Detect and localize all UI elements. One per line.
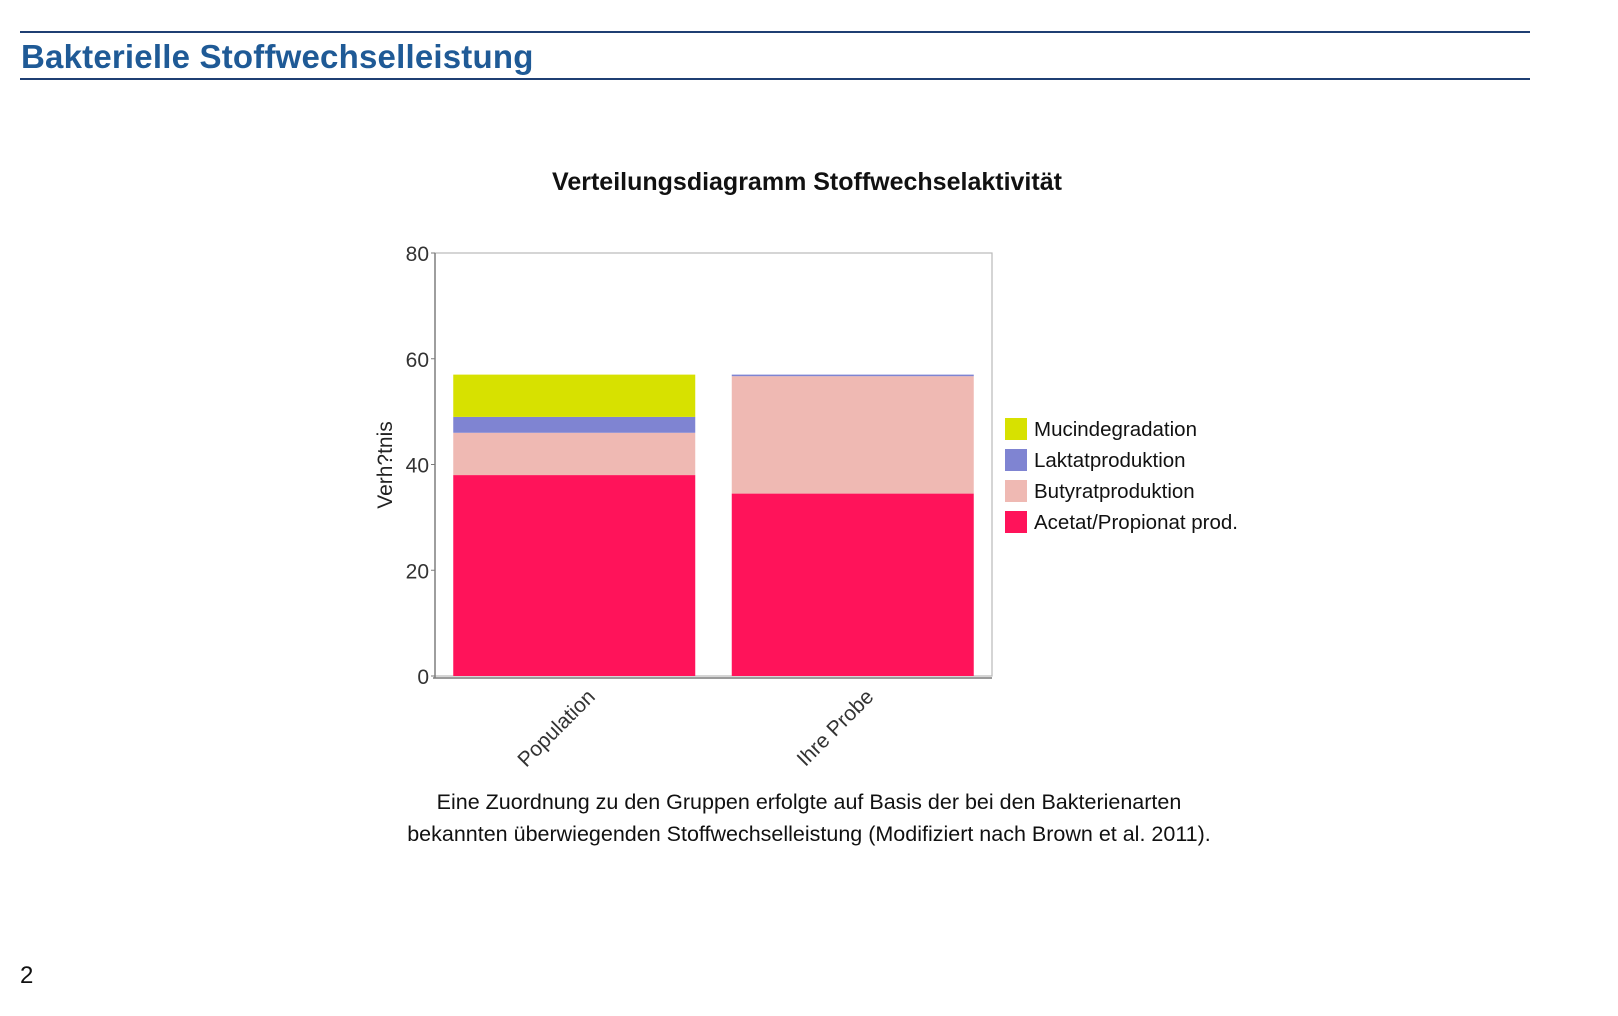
figure-caption: Eine Zuordnung zu den Gruppen erfolgte a… — [0, 786, 1618, 850]
caption-line-2: bekannten überwiegenden Stoffwechselleis… — [407, 822, 1211, 846]
legend-label: Laktatproduktion — [1034, 449, 1186, 472]
legend-label: Butyratproduktion — [1034, 480, 1195, 503]
bar-segment-ihre-probe-2 — [731, 374, 974, 377]
bar-segment-population-1 — [453, 432, 696, 476]
page-header: Bakterielle Stoffwechselleistung — [20, 31, 1530, 80]
y-tick-label: 0 — [417, 666, 429, 689]
caption-line-1: Eine Zuordnung zu den Gruppen erfolgte a… — [436, 790, 1182, 814]
x-tick-label: Population — [513, 685, 599, 771]
legend-swatch — [1005, 449, 1027, 471]
x-tick-label: Ihre Probe — [793, 685, 879, 771]
legend-swatch — [1005, 511, 1027, 533]
legend-label: Mucindegradation — [1034, 418, 1197, 441]
y-axis-label: Verh?tnis — [374, 421, 397, 509]
page-number: 2 — [20, 962, 34, 989]
y-tick-label: 60 — [406, 349, 429, 372]
plot-area: 0 20 40 60 80 Population Ihre Probe — [406, 243, 993, 772]
page-title: Bakterielle Stoffwechselleistung — [21, 38, 534, 75]
bar-segment-population-0 — [453, 475, 696, 676]
bar-segment-ihre-probe-1 — [731, 376, 974, 494]
legend-label: Acetat/Propionat prod. — [1034, 511, 1238, 534]
y-tick-label: 80 — [406, 243, 429, 266]
bar-segment-population-2 — [453, 416, 696, 433]
bar-segment-population-3 — [453, 374, 696, 417]
legend-swatch — [1005, 418, 1027, 440]
chart-title: Verteilungsdiagramm Stoffwechselaktivitä… — [552, 168, 1063, 196]
y-tick-label: 40 — [406, 455, 429, 478]
legend: Mucindegradation Laktatproduktion Butyratp… — [1005, 418, 1238, 534]
bar-segment-ihre-probe-0 — [731, 493, 974, 676]
y-tick-label: 20 — [406, 560, 429, 583]
legend-swatch — [1005, 480, 1027, 502]
